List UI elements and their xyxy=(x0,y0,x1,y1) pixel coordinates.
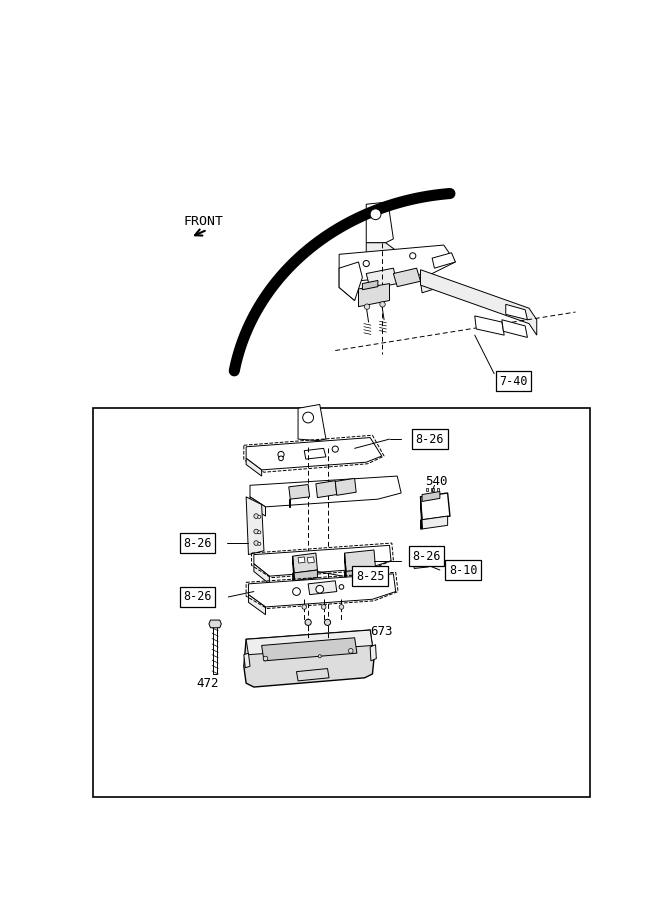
Text: FRONT: FRONT xyxy=(183,215,223,229)
Polygon shape xyxy=(209,620,221,628)
Polygon shape xyxy=(502,320,528,338)
Polygon shape xyxy=(248,574,396,607)
Polygon shape xyxy=(432,253,456,268)
Circle shape xyxy=(263,656,268,661)
Polygon shape xyxy=(339,262,362,301)
Polygon shape xyxy=(244,630,374,687)
Polygon shape xyxy=(475,316,504,335)
Circle shape xyxy=(324,619,331,625)
Text: 540: 540 xyxy=(425,475,448,488)
Circle shape xyxy=(303,412,313,423)
Text: 8-26: 8-26 xyxy=(412,550,441,562)
Circle shape xyxy=(302,605,307,609)
Text: 8-10: 8-10 xyxy=(449,563,478,577)
Polygon shape xyxy=(366,202,394,243)
Text: 472: 472 xyxy=(196,677,219,689)
Circle shape xyxy=(254,529,259,534)
Circle shape xyxy=(316,585,323,593)
Polygon shape xyxy=(293,556,294,581)
Polygon shape xyxy=(261,638,357,661)
Circle shape xyxy=(363,260,370,266)
Polygon shape xyxy=(304,448,326,459)
Polygon shape xyxy=(248,595,265,615)
Polygon shape xyxy=(289,484,309,500)
Polygon shape xyxy=(293,554,317,573)
Polygon shape xyxy=(362,281,378,290)
Polygon shape xyxy=(250,497,265,516)
Circle shape xyxy=(321,605,326,609)
Polygon shape xyxy=(366,243,401,266)
Circle shape xyxy=(339,605,344,609)
Polygon shape xyxy=(298,557,305,563)
Polygon shape xyxy=(339,245,456,281)
Polygon shape xyxy=(213,624,217,674)
Polygon shape xyxy=(246,630,372,654)
Polygon shape xyxy=(358,284,390,307)
Polygon shape xyxy=(394,268,420,286)
Polygon shape xyxy=(254,545,391,576)
Circle shape xyxy=(293,588,300,596)
Polygon shape xyxy=(298,404,326,441)
Text: 8-25: 8-25 xyxy=(356,570,384,582)
Circle shape xyxy=(318,654,321,658)
Circle shape xyxy=(257,543,261,545)
Polygon shape xyxy=(289,500,290,507)
Polygon shape xyxy=(426,488,428,491)
Polygon shape xyxy=(246,497,264,554)
Polygon shape xyxy=(316,481,337,498)
Circle shape xyxy=(254,514,259,518)
Polygon shape xyxy=(246,458,261,476)
Polygon shape xyxy=(345,569,374,580)
Polygon shape xyxy=(506,304,528,320)
Circle shape xyxy=(257,531,261,534)
Bar xyxy=(93,409,590,797)
Polygon shape xyxy=(254,563,269,584)
Polygon shape xyxy=(308,580,337,595)
Polygon shape xyxy=(427,556,430,567)
Circle shape xyxy=(305,619,311,625)
Polygon shape xyxy=(293,570,317,580)
Circle shape xyxy=(370,209,381,220)
Polygon shape xyxy=(366,268,398,289)
Text: 8-26: 8-26 xyxy=(183,536,211,550)
Polygon shape xyxy=(370,644,376,661)
Circle shape xyxy=(279,456,283,461)
Polygon shape xyxy=(244,653,250,668)
Polygon shape xyxy=(420,277,434,292)
Polygon shape xyxy=(339,268,355,301)
Text: 8-26: 8-26 xyxy=(416,433,444,446)
Polygon shape xyxy=(307,557,314,563)
Circle shape xyxy=(410,253,416,259)
Polygon shape xyxy=(432,488,434,491)
Text: 673: 673 xyxy=(370,626,393,638)
Text: 8-26: 8-26 xyxy=(183,590,211,603)
Circle shape xyxy=(332,446,338,452)
Polygon shape xyxy=(420,270,537,335)
Polygon shape xyxy=(413,559,428,569)
Circle shape xyxy=(380,302,386,307)
Polygon shape xyxy=(345,550,376,572)
Polygon shape xyxy=(420,516,448,529)
Polygon shape xyxy=(422,491,440,501)
Polygon shape xyxy=(437,488,439,491)
Circle shape xyxy=(257,516,261,518)
Circle shape xyxy=(278,452,284,457)
Polygon shape xyxy=(420,497,422,529)
Text: 7-40: 7-40 xyxy=(500,374,528,388)
Circle shape xyxy=(254,541,259,545)
Polygon shape xyxy=(336,479,356,495)
Circle shape xyxy=(339,585,344,590)
Circle shape xyxy=(348,649,353,653)
Polygon shape xyxy=(246,437,382,470)
Polygon shape xyxy=(297,669,329,681)
Polygon shape xyxy=(420,493,450,520)
Polygon shape xyxy=(250,476,401,507)
Polygon shape xyxy=(345,554,346,580)
Circle shape xyxy=(364,304,370,310)
